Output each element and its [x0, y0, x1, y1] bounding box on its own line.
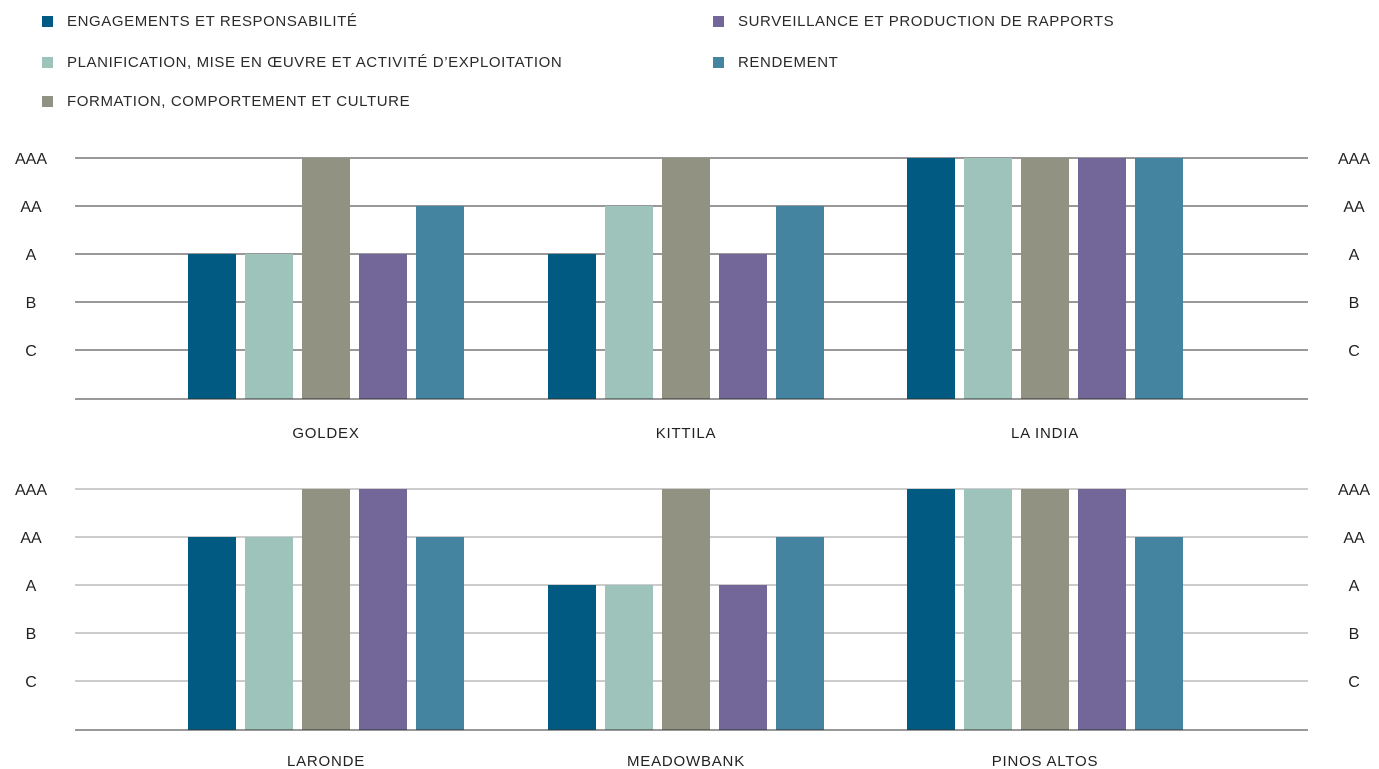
y-tick-left-c: C — [25, 343, 37, 360]
legend-item-planification: PLANIFICATION, MISE EN ŒUVRE ET ACTIVITÉ… — [42, 52, 562, 72]
bar-pinos-altos-s4 — [1078, 489, 1126, 730]
y-tick-right-c: C — [1348, 343, 1360, 360]
x-category-kittila: KITTILA — [656, 425, 717, 442]
legend-item-engagements: ENGAGEMENTS ET RESPONSABILITÉ — [42, 11, 358, 31]
bar-laronde-s2 — [245, 537, 293, 730]
y-tick-right-aaa: AAA — [1338, 151, 1370, 168]
legend-label-planification: PLANIFICATION, MISE EN ŒUVRE ET ACTIVITÉ… — [67, 53, 563, 71]
y-tick-right-c: C — [1348, 674, 1360, 691]
bar-laronde-s1 — [188, 537, 236, 730]
bar-la-india-s2 — [964, 158, 1012, 399]
legend-swatch-engagements — [42, 15, 53, 27]
y-tick-left-aa: AA — [20, 530, 42, 547]
bar-meadowbank-s5 — [776, 537, 824, 730]
legend-label-surveillance: SURVEILLANCE ET PRODUCTION DE RAPPORTS — [738, 12, 1115, 30]
legend-label-rendement: RENDEMENT — [738, 53, 839, 71]
y-tick-left-a: A — [26, 247, 37, 264]
bar-pinos-altos-s3 — [1021, 489, 1069, 730]
bar-meadowbank-s2 — [605, 585, 653, 730]
y-tick-right-aa: AA — [1343, 199, 1365, 216]
bar-la-india-s4 — [1078, 158, 1126, 399]
y-tick-right-a: A — [1349, 578, 1360, 595]
bar-kittila-s2 — [605, 206, 653, 399]
bar-kittila-s1 — [548, 254, 596, 399]
legend-item-rendement: RENDEMENT — [713, 52, 838, 72]
bar-meadowbank-s1 — [548, 585, 596, 730]
y-tick-left-b: B — [26, 626, 37, 643]
bar-meadowbank-s4 — [719, 585, 767, 730]
bar-goldex-s4 — [359, 254, 407, 399]
bar-pinos-altos-s2 — [964, 489, 1012, 730]
bar-pinos-altos-s1 — [907, 489, 955, 730]
y-tick-left-c: C — [25, 674, 37, 691]
legend-swatch-formation — [42, 95, 53, 107]
y-tick-left-aa: AA — [20, 199, 42, 216]
bar-kittila-s4 — [719, 254, 767, 399]
y-tick-left-aaa: AAA — [15, 482, 47, 499]
bar-la-india-s1 — [907, 158, 955, 399]
bar-laronde-s5 — [416, 537, 464, 730]
bar-goldex-s2 — [245, 254, 293, 399]
legend-label-engagements: ENGAGEMENTS ET RESPONSABILITÉ — [67, 12, 358, 30]
y-tick-left-a: A — [26, 578, 37, 595]
x-category-laronde: LARONDE — [287, 753, 365, 769]
bar-goldex-s1 — [188, 254, 236, 399]
y-tick-right-b: B — [1349, 626, 1360, 643]
legend-swatch-rendement — [713, 56, 724, 68]
bar-kittila-s5 — [776, 206, 824, 399]
y-tick-right-a: A — [1349, 247, 1360, 264]
legend-swatch-planification — [42, 56, 53, 68]
y-tick-left-b: B — [26, 295, 37, 312]
x-category-goldex: GOLDEX — [292, 425, 359, 442]
legend-swatch-surveillance — [713, 15, 724, 27]
bar-goldex-s5 — [416, 206, 464, 399]
x-category-la-india: LA INDIA — [1011, 425, 1079, 442]
bar-la-india-s3 — [1021, 158, 1069, 399]
legend-item-formation: FORMATION, COMPORTEMENT ET CULTURE — [42, 91, 410, 111]
bar-laronde-s3 — [302, 489, 350, 730]
x-category-pinos-altos: PINOS ALTOS — [992, 753, 1099, 769]
legend-label-formation: FORMATION, COMPORTEMENT ET CULTURE — [67, 92, 411, 110]
y-tick-right-aa: AA — [1343, 530, 1365, 547]
bar-laronde-s4 — [359, 489, 407, 730]
bar-goldex-s3 — [302, 158, 350, 399]
chart-legend: ENGAGEMENTS ET RESPONSABILITÉ PLANIFICAT… — [0, 0, 1379, 130]
y-tick-right-aaa: AAA — [1338, 482, 1370, 499]
x-category-meadowbank: MEADOWBANK — [627, 753, 745, 769]
y-tick-right-b: B — [1349, 295, 1360, 312]
bar-la-india-s5 — [1135, 158, 1183, 399]
y-tick-left-aaa: AAA — [15, 151, 47, 168]
legend-item-surveillance: SURVEILLANCE ET PRODUCTION DE RAPPORTS — [713, 11, 1114, 31]
bar-kittila-s3 — [662, 158, 710, 399]
bar-meadowbank-s3 — [662, 489, 710, 730]
bar-pinos-altos-s5 — [1135, 537, 1183, 730]
